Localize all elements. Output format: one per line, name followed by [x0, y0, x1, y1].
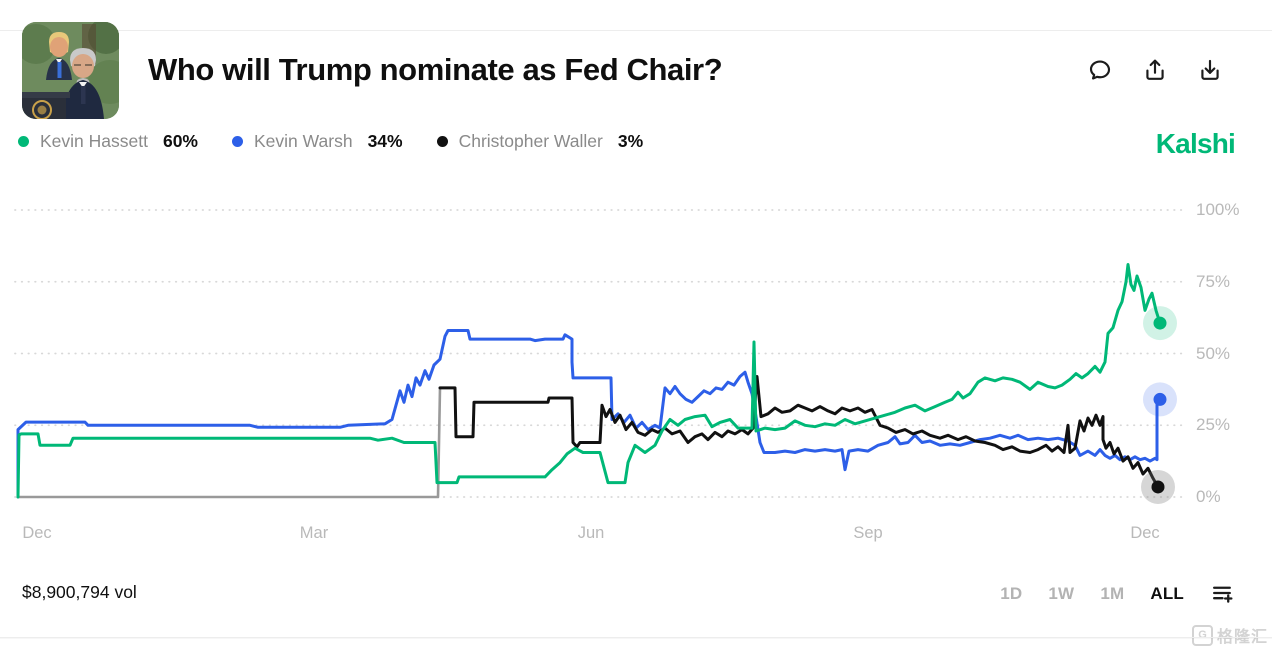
page-title: Who will Trump nominate as Fed Chair? [148, 52, 723, 87]
endpoint-dot [1153, 392, 1167, 406]
endpoint-dot [1153, 316, 1167, 330]
watermark-text: 格隆汇 [1216, 629, 1268, 646]
legend-name: Kevin Hassett [40, 131, 148, 151]
share-icon [1146, 59, 1164, 80]
legend-name: Kevin Warsh [254, 131, 353, 151]
bottom-divider [0, 637, 1272, 638]
legend-item-kevin-hassett[interactable]: Kevin Hassett 60% [18, 131, 198, 152]
add-comparison-button[interactable] [1210, 581, 1235, 606]
endpoint-dot [1151, 480, 1165, 494]
x-axis-label-0-dec: Dec [22, 524, 52, 542]
legend-name: Christopher Waller [458, 131, 603, 151]
legend: Kevin Hassett 60% Kevin Warsh 34% Christophe… [18, 131, 643, 152]
y-axis-label-100: 100% [1196, 200, 1240, 219]
legend-value: 34% [367, 131, 403, 151]
y-axis-label-75: 75% [1196, 271, 1231, 291]
x-axis-label-3-sep: Sep [853, 524, 883, 542]
legend-item-kevin-warsh[interactable]: Kevin Warsh 34% [232, 131, 403, 152]
kalshi-logo: Kalshi [1155, 128, 1236, 159]
watermark-logo-icon: G [1191, 624, 1213, 646]
download-icon [1201, 59, 1219, 80]
list-plus-icon [1213, 586, 1233, 603]
range-button-1w[interactable]: 1W [1048, 583, 1075, 603]
range-button-1d[interactable]: 1D [1000, 583, 1023, 603]
x-axis-label-4-dec: Dec [1130, 524, 1160, 542]
top-divider [0, 30, 1272, 31]
x-axis-label-1-mar: Mar [299, 524, 329, 542]
y-axis-label-25: 25% [1196, 415, 1231, 435]
range-button-all[interactable]: ALL [1150, 583, 1184, 603]
series-line [16, 386, 442, 499]
market-thumbnail [22, 22, 119, 119]
legend-dot-icon [436, 136, 448, 147]
volume-label: $8,900,794 vol [22, 582, 137, 602]
legend-item-christopher-waller[interactable]: Christopher Waller 3% [436, 131, 644, 152]
time-range-selector: 1D 1W 1M ALL [1000, 581, 1235, 606]
x-axis-label-2-jun: Jun [577, 524, 605, 542]
share-button[interactable] [1141, 56, 1169, 84]
legend-dot-icon [18, 136, 29, 147]
y-axis-label-0: 0% [1196, 487, 1221, 506]
header-actions [1086, 56, 1224, 84]
legend-value: 60% [162, 131, 198, 151]
series-line [438, 375, 1160, 489]
watermark: G 格隆汇 [1191, 623, 1268, 647]
comment-button[interactable] [1086, 56, 1114, 84]
comment-icon [1089, 60, 1111, 80]
trump-powell-photo [22, 22, 119, 119]
y-axis-label-50: 50% [1196, 343, 1231, 363]
series-line [16, 263, 1162, 499]
legend-value: 3% [617, 131, 644, 151]
legend-dot-icon [232, 136, 243, 147]
range-button-1m[interactable]: 1M [1100, 583, 1125, 603]
download-button[interactable] [1196, 56, 1224, 84]
series-line [16, 329, 1162, 499]
